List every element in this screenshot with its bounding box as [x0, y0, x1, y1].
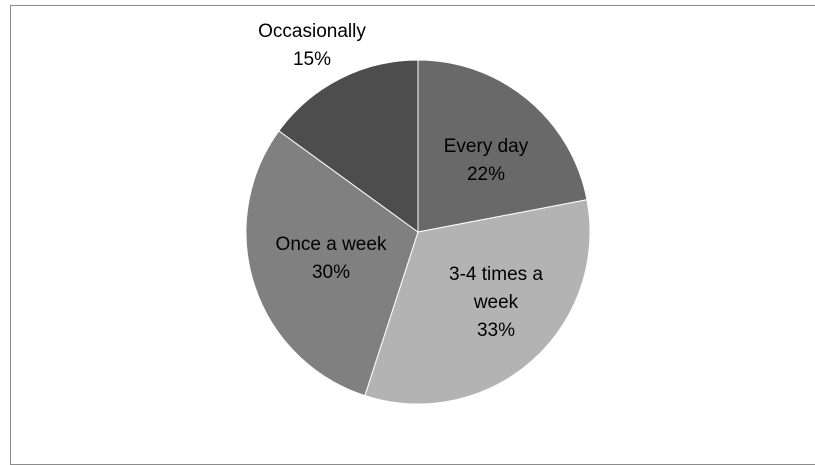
slice-category-label: Every day: [444, 136, 529, 157]
data-label-every-day: Every day 22%: [444, 136, 529, 185]
pie-slice-occasionally: [278, 59, 419, 233]
pie-slice-once-a-week: [245, 130, 419, 397]
slice-value-label: 30%: [312, 262, 350, 283]
slice-value-label: 33%: [477, 320, 515, 341]
slice-value-label: 22%: [467, 164, 505, 185]
pie-slice-3-4-times-a-week: [364, 199, 591, 405]
data-label-3-4-times-a-week: 3-4 times a week 33%: [449, 264, 543, 341]
slice-category-label: Occasionally: [258, 21, 366, 42]
pie-slice-every-day: [417, 59, 588, 233]
data-label-once-a-week: Once a week 30%: [276, 234, 387, 283]
data-label-occasionally: Occasionally 15%: [258, 21, 366, 70]
slice-category-label: Once a week: [276, 234, 387, 255]
slice-category-label: week: [473, 292, 519, 313]
slice-value-label: 15%: [293, 49, 331, 70]
slice-category-label: 3-4 times a: [449, 264, 543, 285]
